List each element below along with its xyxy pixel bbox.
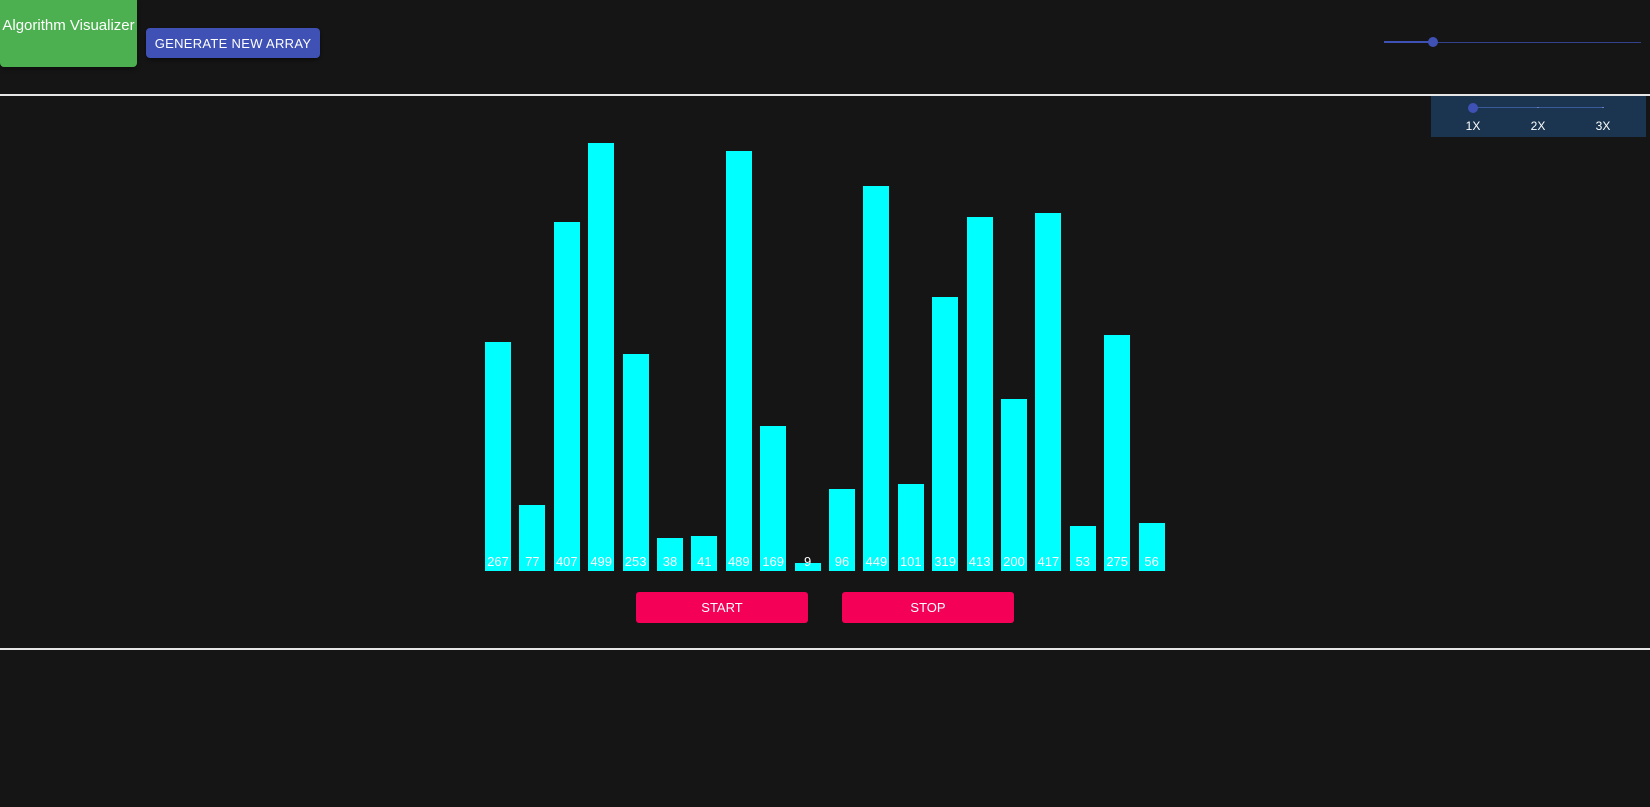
array-bar: [1104, 335, 1131, 571]
array-bar: [932, 297, 959, 571]
array-bar: [622, 353, 649, 571]
array-bar-label: 417: [1037, 554, 1060, 569]
array-bar-label: 169: [762, 554, 785, 569]
array-bar-label: 77: [525, 554, 540, 569]
brand-title: Algorithm Visualizer: [2, 17, 135, 34]
array-bar: [1138, 522, 1165, 571]
stop-button[interactable]: STOP: [842, 592, 1014, 623]
brand-logo: Algorithm Visualizer: [0, 0, 137, 67]
array-size-slider[interactable]: [1384, 32, 1641, 52]
array-bar-label: 499: [590, 554, 613, 569]
array-bar-label: 319: [934, 554, 957, 569]
array-bar-label: 41: [697, 554, 712, 569]
array-bar: [691, 535, 718, 571]
array-bar: [966, 216, 993, 571]
array-bar-label: 101: [899, 554, 922, 569]
array-size-slider-thumb[interactable]: [1427, 37, 1438, 47]
speed-tick: [1602, 107, 1604, 108]
array-bar-label: 9: [803, 554, 812, 569]
array-bar: [553, 221, 580, 571]
array-bar-label: 253: [624, 554, 647, 569]
array-bar-label: 267: [487, 554, 509, 569]
array-size-slider-rail: [1384, 42, 1641, 43]
speed-mark-2x[interactable]: 2X: [1530, 119, 1546, 133]
array-bar-label: 200: [1003, 554, 1025, 569]
array-bar-label: 275: [1106, 554, 1129, 569]
array-bar-label: 56: [1144, 554, 1159, 569]
array-size-slider-track: [1384, 41, 1433, 43]
array-bar: [829, 488, 855, 571]
array-bar-label: 489: [727, 554, 750, 569]
top-divider: [0, 94, 1650, 96]
generate-new-array-button[interactable]: GENERATE NEW ARRAY: [146, 28, 320, 58]
array-bar: [760, 425, 787, 571]
array-bar-label: 413: [968, 554, 991, 569]
speed-tick: [1537, 107, 1539, 108]
speed-slider-thumb[interactable]: [1468, 103, 1478, 113]
array-bar: [1069, 525, 1096, 571]
speed-mark-1x[interactable]: 1X: [1465, 119, 1481, 133]
array-bar-label: 53: [1075, 554, 1091, 569]
array-bar-label: 407: [555, 554, 578, 569]
array-bar: [1001, 399, 1027, 571]
array-bar: [863, 185, 890, 571]
array-bar: [897, 484, 924, 571]
speed-mark-3x[interactable]: 3X: [1595, 119, 1611, 133]
array-bar: [1035, 213, 1062, 571]
array-bar: [588, 142, 615, 571]
array-bar: [657, 538, 683, 571]
array-bar-label: 449: [865, 554, 888, 569]
speed-control-panel: 1X 2X 3X: [1431, 96, 1646, 137]
array-bar-label: 38: [662, 554, 678, 569]
array-bar: [725, 151, 752, 571]
bottom-divider: [0, 648, 1650, 650]
array-bar: [794, 563, 821, 571]
array-bar-label: 96: [834, 554, 850, 569]
array-bar: [485, 341, 511, 571]
array-bar: [519, 504, 546, 571]
start-button[interactable]: START: [636, 592, 808, 623]
